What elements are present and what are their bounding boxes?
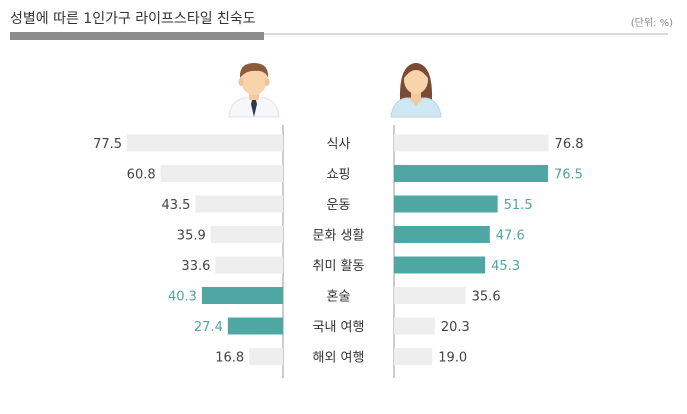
female-bar	[394, 134, 549, 152]
male-value-label: 35.9	[177, 229, 206, 244]
title-divider	[10, 33, 668, 35]
female-bar	[394, 256, 486, 274]
male-bar	[249, 348, 283, 365]
male-bar	[160, 165, 283, 182]
female-bar	[394, 287, 466, 304]
female-bar	[394, 195, 498, 213]
category-label: 취미 활동	[313, 259, 365, 274]
female-value-label: 51.5	[504, 198, 533, 213]
female-bar	[394, 226, 490, 243]
chart-title: 성별에 따른 1인가구 라이프스타일 친숙도	[10, 11, 256, 27]
unit-label: (단위: %)	[630, 18, 673, 29]
female-value-label: 19.0	[438, 351, 467, 366]
male-value-label: 60.8	[127, 168, 156, 183]
female-bar	[394, 165, 548, 182]
female-icon	[390, 63, 442, 118]
category-label: 국내 여행	[313, 319, 365, 335]
male-value-label: 16.8	[215, 351, 244, 366]
category-label: 쇼핑	[327, 168, 351, 183]
female-value-label: 45.3	[491, 259, 520, 274]
category-label: 해외 여행	[313, 350, 365, 366]
male-bar	[195, 195, 283, 213]
female-value-label: 76.5	[554, 168, 583, 183]
category-label: 문화 생활	[313, 229, 365, 244]
male-icon	[228, 63, 280, 118]
male-bar	[201, 287, 283, 304]
female-value-label: 20.3	[441, 320, 470, 335]
male-bar	[127, 134, 283, 152]
category-label: 식사	[327, 137, 351, 152]
male-value-label: 40.3	[168, 290, 197, 305]
category-label: 운동	[327, 198, 351, 213]
male-bar	[210, 226, 283, 243]
category-label: 혼술	[327, 290, 351, 305]
female-value-label: 47.6	[496, 229, 525, 244]
female-bar	[394, 317, 435, 335]
male-value-label: 43.5	[162, 198, 191, 213]
male-value-label: 33.6	[181, 259, 210, 274]
male-bar	[227, 317, 283, 335]
male-value-label: 77.5	[93, 137, 122, 152]
female-value-label: 35.6	[472, 290, 501, 305]
male-value-label: 27.4	[194, 320, 223, 335]
male-bar	[215, 256, 283, 274]
title-accent-bar	[10, 32, 264, 40]
female-value-label: 76.8	[555, 137, 584, 152]
female-bar	[394, 348, 433, 365]
